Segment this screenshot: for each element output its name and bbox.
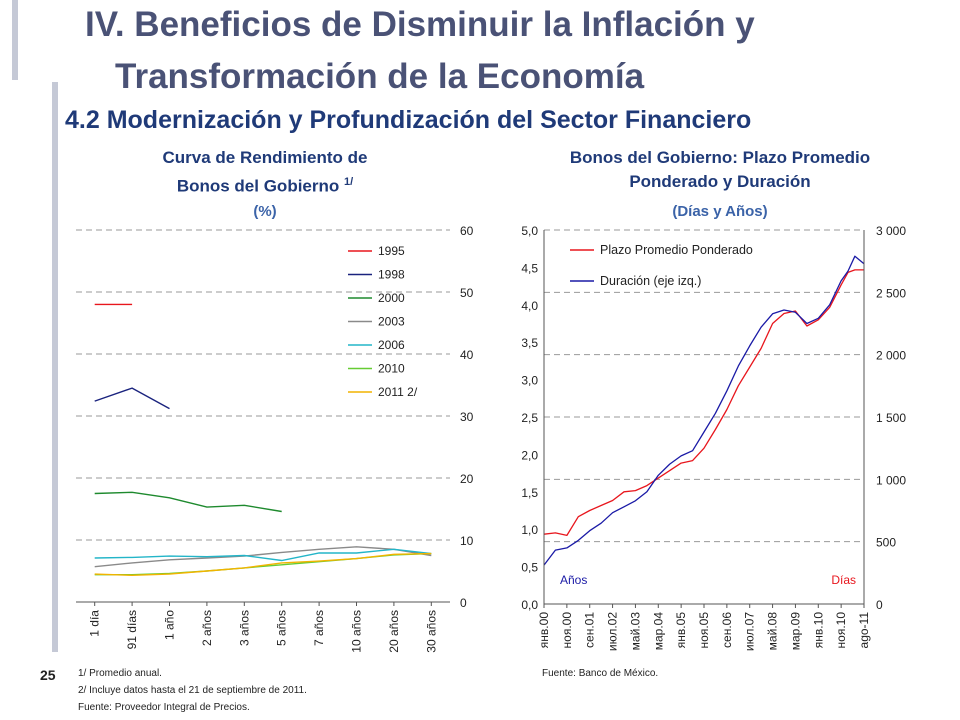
left-x-tick-label: 20 años	[387, 610, 401, 653]
legend-label-2003: 2003	[378, 315, 405, 329]
left-y-tick-label: 50	[460, 286, 474, 300]
legend-label-duracion: Duración (eje izq.)	[600, 274, 701, 288]
left-chart-unit: (%)	[253, 203, 277, 220]
right-x-tick-label: сен.01	[583, 612, 597, 648]
series-line-2000	[94, 491, 282, 513]
right-chart-left-tick-label: 2,5	[521, 411, 538, 425]
left-y-tick-label: 40	[460, 348, 474, 362]
slide-title-line2: Transformación de la Economía	[115, 57, 645, 96]
plazo-promedio-line	[543, 269, 864, 537]
right-chart-left-tick-label: 0,5	[521, 561, 538, 575]
left-note-2: 2/ Incluye datos hasta el 21 de septiemb…	[78, 685, 307, 696]
left-x-tick-label: 10 años	[350, 610, 364, 653]
series-line-2006	[94, 548, 432, 562]
left-chart-title-superscript: 1/	[344, 176, 354, 188]
left-y-tick-label: 0	[460, 596, 467, 610]
right-x-tick-label: янв.05	[674, 612, 688, 649]
right-x-tick-label: ago-11	[857, 612, 871, 649]
right-chart-title-line2: Ponderado y Duración	[629, 172, 811, 191]
right-chart-left-tick-label: 1,0	[521, 523, 538, 537]
right-x-tick-label: ноя.10	[834, 612, 848, 649]
right-chart-right-tick-label: 1 500	[876, 411, 906, 425]
right-x-tick-label: июл.02	[606, 612, 620, 651]
legend-label-2000: 2000	[378, 291, 405, 305]
legend-label-1995: 1995	[378, 244, 405, 258]
left-x-tick-label: 30 años	[424, 610, 438, 653]
left-chart-title-line2: Bonos del Gobierno 1/	[90, 170, 440, 199]
right-chart-left-tick-label: 4,5	[521, 261, 538, 275]
right-chart-right-tick-label: 1 000	[876, 473, 906, 487]
left-x-tick-label: 1 día	[88, 610, 102, 637]
right-chart-left-tick-label: 3,0	[521, 374, 538, 388]
right-chart-right-tick-label: 3 000	[876, 224, 906, 238]
left-axis-label: Años	[560, 573, 587, 587]
right-x-tick-label: мар.04	[651, 612, 665, 651]
series-line-20112	[94, 552, 432, 577]
duracion-line	[543, 255, 865, 566]
series-line-2003	[94, 546, 432, 568]
decorative-bar-top	[12, 0, 18, 80]
left-x-tick-label: 7 años	[312, 610, 326, 646]
left-source: Fuente: Proveedor Integral de Precios.	[78, 702, 250, 713]
right-x-tick-label: сен.06	[720, 612, 734, 648]
decorative-bar-left	[52, 82, 58, 652]
right-x-tick-label: мар.09	[788, 612, 802, 651]
right-chart-title-line1: Bonos del Gobierno: Plazo Promedio	[569, 148, 871, 167]
right-chart-left-tick-label: 0,0	[521, 598, 538, 612]
left-chart-title: Curva de Rendimiento de Bonos del Gobier…	[90, 146, 440, 199]
legend-label-plazo: Plazo Promedio Ponderado	[600, 243, 753, 257]
left-note-1: 1/ Promedio anual.	[78, 668, 162, 679]
right-chart-right-tick-label: 500	[876, 536, 896, 550]
series-line-1998	[94, 387, 170, 410]
right-chart-unit: (Días y Años)	[672, 203, 768, 220]
right-chart-left-tick-label: 5,0	[521, 224, 538, 238]
legend-label-2006: 2006	[378, 338, 405, 352]
right-x-tick-label: май.03	[628, 612, 642, 651]
left-y-tick-label: 20	[460, 472, 474, 486]
right-chart-right-tick-label: 2 500	[876, 286, 906, 300]
right-chart-right-tick-label: 2 000	[876, 349, 906, 363]
page-number: 25	[40, 667, 56, 683]
right-x-tick-label: янв.00	[537, 612, 551, 649]
legend-label-1998: 1998	[378, 268, 405, 282]
right-axis-label: Días	[831, 573, 856, 587]
left-chart-title-text: Bonos del Gobierno	[176, 176, 340, 196]
right-chart-left-tick-label: 3,5	[521, 336, 538, 350]
left-x-tick-label: 91 días	[125, 610, 139, 649]
slide-subtitle: 4.2 Modernización y Profundización del S…	[65, 106, 752, 134]
legend-label-20112: 2011 2/	[378, 385, 418, 399]
slide-title-line1: IV. Beneficios de Disminuir la Inflación…	[85, 5, 755, 44]
right-chart-left-tick-label: 2,0	[521, 448, 538, 462]
legend-label-2010: 2010	[378, 362, 405, 376]
left-x-tick-label: 2 años	[200, 610, 214, 646]
left-x-tick-label: 5 años	[275, 610, 289, 646]
right-chart-title: Bonos del Gobierno: Plazo Promedio Ponde…	[515, 146, 925, 194]
left-x-tick-label: 1 año	[163, 610, 177, 640]
right-x-tick-label: май.08	[766, 612, 780, 651]
left-y-tick-label: 60	[460, 224, 474, 238]
left-chart-title-line1: Curva de Rendimiento de	[162, 148, 368, 167]
left-y-tick-label: 30	[460, 410, 474, 424]
right-source: Fuente: Banco de México.	[542, 668, 659, 679]
yield-curve-chart: 1 día 91 días 1 año 2 años 3 años 5 años 7 año…	[76, 224, 474, 653]
right-chart-right-tick-label: 0	[876, 598, 883, 612]
right-x-tick-label: июл.07	[743, 612, 757, 651]
left-x-tick-label: 3 años	[237, 610, 251, 646]
right-x-tick-label: ноя.05	[697, 612, 711, 649]
right-x-tick-label: янв.10	[811, 612, 825, 649]
right-x-tick-label: ноя.00	[560, 612, 574, 649]
right-chart-left-tick-label: 4,0	[521, 299, 538, 313]
right-chart-left-tick-label: 1,5	[521, 486, 538, 500]
bond-term-duration-chart: 0,0 0,5 1,0 1,5 2,0 2,5 3,0 3,5 4,0 4,5 5,0 0 500 1 0…	[521, 224, 906, 651]
left-y-tick-label: 10	[460, 534, 474, 548]
